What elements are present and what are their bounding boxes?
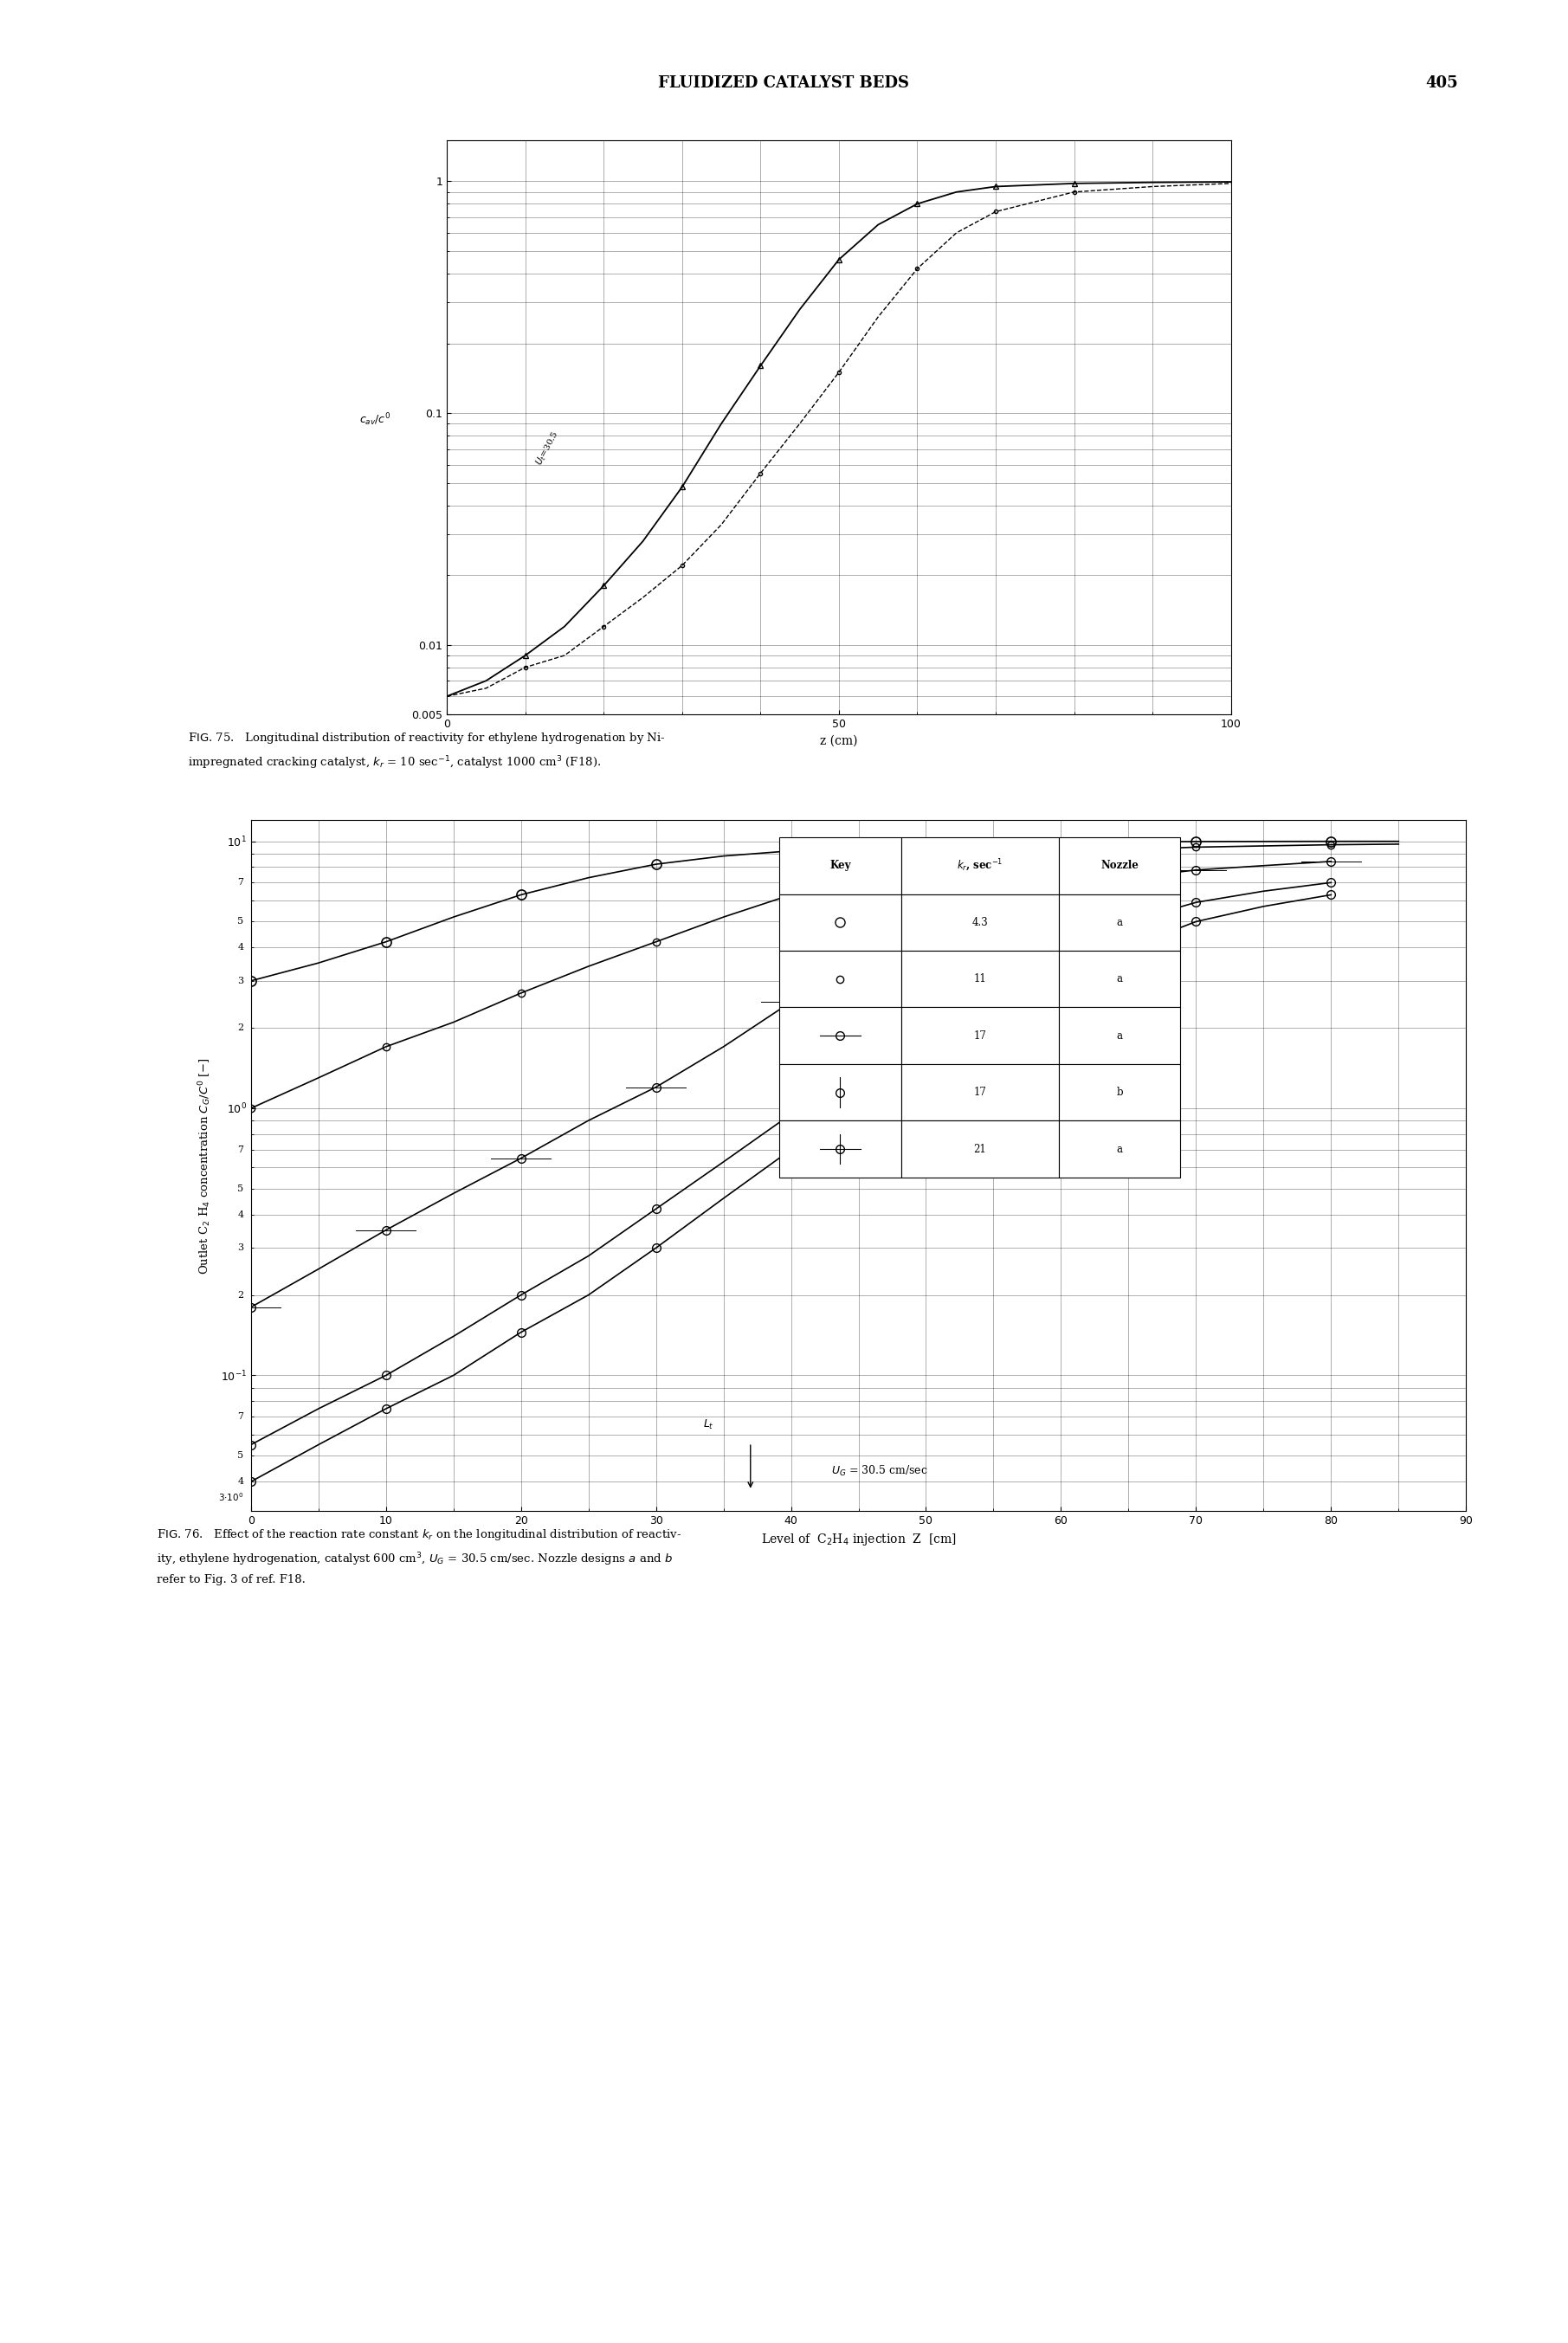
Bar bbox=[902, 1064, 1058, 1120]
Text: $U_t$=30.5: $U_t$=30.5 bbox=[533, 429, 561, 469]
Text: 7: 7 bbox=[238, 879, 243, 888]
Bar bbox=[902, 1120, 1058, 1179]
Bar bbox=[1058, 1007, 1181, 1064]
Text: 11: 11 bbox=[974, 972, 986, 984]
Bar bbox=[1058, 951, 1181, 1007]
Text: F$\rm{IG}$. 76.   Effect of the reaction rate constant $k_r$ on the longitudinal: F$\rm{IG}$. 76. Effect of the reaction r… bbox=[157, 1528, 682, 1542]
Text: $k_r$, sec$^{-1}$: $k_r$, sec$^{-1}$ bbox=[956, 858, 1004, 874]
Y-axis label: $c_{av}/c^0$: $c_{av}/c^0$ bbox=[359, 412, 390, 429]
Bar bbox=[779, 1007, 902, 1064]
Text: 3: 3 bbox=[237, 977, 243, 984]
Text: $U_G$ = 30.5 cm/sec: $U_G$ = 30.5 cm/sec bbox=[831, 1464, 928, 1478]
Text: 3: 3 bbox=[237, 1244, 243, 1251]
Bar bbox=[1058, 1064, 1181, 1120]
Text: 5: 5 bbox=[237, 916, 243, 925]
Bar bbox=[902, 1007, 1058, 1064]
Text: 4: 4 bbox=[237, 1211, 243, 1218]
Text: impregnated cracking catalyst, $k_r$ = 10 sec$^{-1}$, catalyst 1000 cm$^3$ (F18): impregnated cracking catalyst, $k_r$ = 1… bbox=[188, 754, 601, 771]
Text: Key: Key bbox=[829, 860, 851, 872]
Text: F$\rm{IG}$. 75.   Longitudinal distribution of reactivity for ethylene hydrogena: F$\rm{IG}$. 75. Longitudinal distributio… bbox=[188, 731, 666, 745]
Bar bbox=[902, 895, 1058, 951]
Text: 5: 5 bbox=[237, 1183, 243, 1193]
Text: refer to Fig. 3 of ref. F18.: refer to Fig. 3 of ref. F18. bbox=[157, 1574, 306, 1586]
Text: 7: 7 bbox=[238, 1146, 243, 1155]
Bar bbox=[1058, 1120, 1181, 1179]
Text: a: a bbox=[1116, 916, 1123, 928]
Text: 17: 17 bbox=[974, 1087, 986, 1099]
Text: b: b bbox=[1116, 1087, 1123, 1099]
Bar bbox=[779, 836, 902, 895]
Bar bbox=[779, 951, 902, 1007]
Bar bbox=[779, 895, 902, 951]
Text: $L_t$: $L_t$ bbox=[702, 1418, 713, 1432]
Text: ity, ethylene hydrogenation, catalyst 600 cm$^3$, $U_G$ = 30.5 cm/sec. Nozzle de: ity, ethylene hydrogenation, catalyst 60… bbox=[157, 1551, 673, 1567]
Text: $3{\cdot}10^{0}$: $3{\cdot}10^{0}$ bbox=[218, 1490, 243, 1504]
Y-axis label: Outlet C$_2$ H$_4$ concentration $C_G/C^0$ [$-$]: Outlet C$_2$ H$_4$ concentration $C_G/C^… bbox=[198, 1057, 213, 1275]
Bar bbox=[1058, 836, 1181, 895]
Text: a: a bbox=[1116, 972, 1123, 984]
Text: 2: 2 bbox=[237, 1024, 243, 1033]
Bar bbox=[902, 951, 1058, 1007]
X-axis label: z (cm): z (cm) bbox=[820, 736, 858, 747]
Text: 4: 4 bbox=[237, 1478, 243, 1485]
Text: a: a bbox=[1116, 1031, 1123, 1040]
Bar bbox=[779, 1064, 902, 1120]
Bar bbox=[779, 1120, 902, 1179]
Text: 405: 405 bbox=[1425, 75, 1458, 91]
Bar bbox=[902, 836, 1058, 895]
Text: 4.3: 4.3 bbox=[972, 916, 988, 928]
Bar bbox=[1058, 895, 1181, 951]
Text: Nozzle: Nozzle bbox=[1101, 860, 1138, 872]
Text: 7: 7 bbox=[238, 1413, 243, 1422]
Text: FLUIDIZED CATALYST BEDS: FLUIDIZED CATALYST BEDS bbox=[659, 75, 909, 91]
X-axis label: Level of  C$_2$H$_4$ injection  Z  [cm]: Level of C$_2$H$_4$ injection Z [cm] bbox=[760, 1532, 956, 1546]
Text: 17: 17 bbox=[974, 1031, 986, 1040]
Text: 2: 2 bbox=[237, 1291, 243, 1300]
Text: 4: 4 bbox=[237, 944, 243, 951]
Text: 21: 21 bbox=[974, 1143, 986, 1155]
Text: a: a bbox=[1116, 1143, 1123, 1155]
Text: 5: 5 bbox=[237, 1450, 243, 1460]
